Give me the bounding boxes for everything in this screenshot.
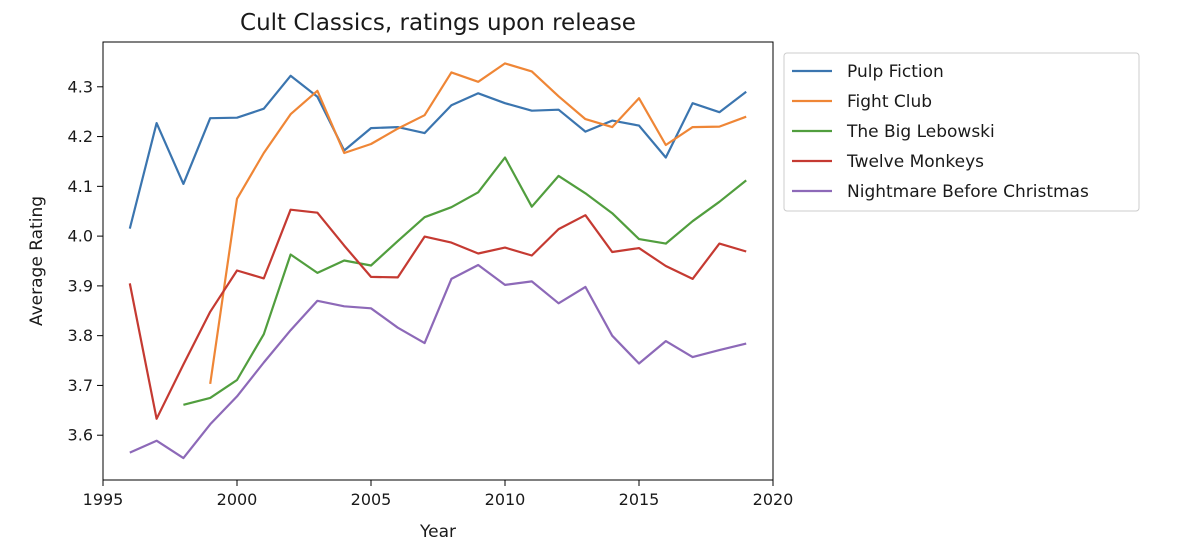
series-line-twelve-monkeys [128, 208, 747, 420]
x-axis: 1995 2000 2005 2010 2015 2020 [83, 480, 794, 509]
y-tick-label: 3.9 [68, 276, 93, 295]
series-line-nightmare-before-christmas [129, 263, 747, 460]
x-axis-label: Year [419, 522, 456, 542]
y-tick-label: 3.7 [68, 376, 93, 395]
y-tick-label: 3.6 [68, 426, 93, 445]
plot-series [128, 62, 747, 460]
x-tick-label: 1995 [83, 490, 124, 509]
legend-label: The Big Lebowski [846, 122, 995, 142]
x-tick-label: 2020 [753, 490, 794, 509]
y-tick-label: 4.1 [68, 177, 93, 196]
y-tick-label: 4.2 [68, 127, 93, 146]
chart-title: Cult Classics, ratings upon release [240, 10, 636, 36]
legend-label: Pulp Fiction [847, 62, 944, 82]
x-tick-label: 2005 [351, 490, 392, 509]
x-tick-label: 2000 [217, 490, 258, 509]
y-axis: 3.6 3.7 3.8 3.9 4.0 4.1 4.2 4.3 [68, 77, 103, 445]
y-tick-label: 4.3 [68, 77, 93, 96]
legend-label: Nightmare Before Christmas [847, 182, 1089, 202]
legend-box [783, 52, 1140, 212]
plot-frame [102, 41, 774, 481]
x-tick-label: 2010 [485, 490, 526, 509]
y-axis-label: Average Rating [27, 196, 47, 326]
legend: Pulp Fiction Fight Club The Big Lebowski Tw… [783, 52, 1140, 212]
series-line-pulp-fiction [128, 74, 747, 229]
legend-label: Twelve Monkeys [846, 152, 984, 172]
y-tick-label: 4.0 [68, 227, 93, 246]
series-line-the-big-lebowski [183, 156, 747, 406]
legend-label: Fight Club [847, 92, 932, 112]
x-tick-label: 2015 [619, 490, 660, 509]
series-line-fight-club [209, 62, 747, 385]
y-tick-label: 3.8 [68, 326, 93, 345]
